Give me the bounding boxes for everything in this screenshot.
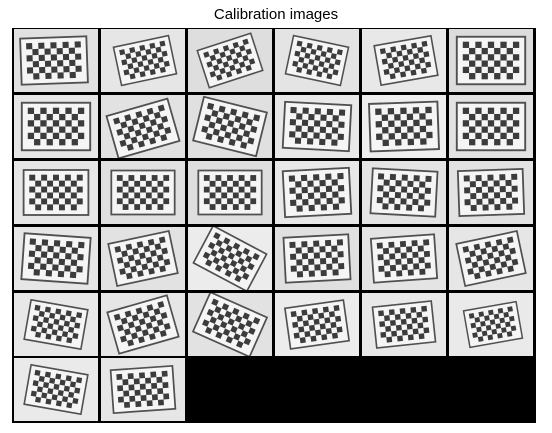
calibration-image-24 [448, 226, 533, 290]
calibration-image-9 [187, 95, 272, 159]
checkerboard-target [18, 35, 89, 86]
checkerboard-target [106, 229, 179, 287]
checkerboard-target [281, 166, 352, 219]
checkerboard-target [22, 298, 89, 350]
calibration-image-20 [100, 226, 185, 290]
checkerboard-target [191, 95, 268, 158]
calibration-image-19 [13, 226, 98, 290]
checkerboard-target [109, 169, 176, 216]
checkerboard-target [462, 300, 523, 348]
calibration-image-13 [13, 161, 98, 224]
figure-title: Calibration images [213, 6, 339, 23]
checkerboard-target [369, 167, 438, 218]
calibration-image-27 [187, 292, 272, 356]
calibration-image-7 [13, 95, 98, 159]
checkerboard-target [196, 169, 263, 216]
calibration-image-6 [448, 29, 533, 93]
checkerboard-target [284, 35, 349, 87]
calibration-image-15 [187, 161, 272, 224]
calibration-image-16 [274, 161, 359, 224]
checkerboard-target [371, 299, 436, 349]
checkerboard-target [191, 226, 268, 290]
checkerboard-target [367, 100, 440, 153]
calibration-image-29 [361, 292, 446, 356]
checkerboard-target [456, 167, 525, 218]
calibration-image-3 [187, 29, 272, 93]
checkerboard-target [112, 35, 177, 87]
calibration-image-1 [13, 29, 98, 93]
calibration-image-18 [448, 161, 533, 224]
calibration-image-11 [361, 95, 446, 159]
calibration-image-4 [274, 29, 359, 93]
calibration-image-30 [448, 292, 533, 356]
checkerboard-target [105, 293, 180, 355]
calibration-image-23 [361, 226, 446, 290]
calibration-image-31 [13, 358, 98, 422]
checkerboard-target [22, 364, 89, 416]
checkerboard-target [282, 233, 351, 284]
checkerboard-target [20, 101, 91, 152]
checkerboard-target [109, 365, 176, 415]
calibration-image-12 [448, 95, 533, 159]
image-montage [12, 28, 536, 423]
calibration-image-2 [100, 29, 185, 93]
calibration-image-26 [100, 292, 185, 356]
calibration-image-10 [274, 95, 359, 159]
checkerboard-target [19, 232, 92, 285]
checkerboard-target [455, 36, 526, 86]
checkerboard-target [104, 97, 181, 159]
checkerboard-target [454, 229, 527, 287]
checkerboard-target [283, 298, 350, 350]
calibration-image-22 [274, 226, 359, 290]
calibration-image-28 [274, 292, 359, 356]
checkerboard-target [22, 169, 89, 216]
checkerboard-target [281, 101, 352, 153]
calibration-image-8 [100, 95, 185, 159]
checkerboard-target [455, 101, 526, 152]
checkerboard-target [191, 292, 268, 356]
calibration-image-32 [100, 358, 185, 422]
calibration-image-14 [100, 161, 185, 224]
checkerboard-target [369, 233, 438, 284]
calibration-image-5 [361, 29, 446, 93]
checkerboard-target [372, 35, 439, 87]
checkerboard-target [195, 32, 264, 90]
calibration-image-25 [13, 292, 98, 356]
calibration-image-17 [361, 161, 446, 224]
calibration-image-21 [187, 226, 272, 290]
